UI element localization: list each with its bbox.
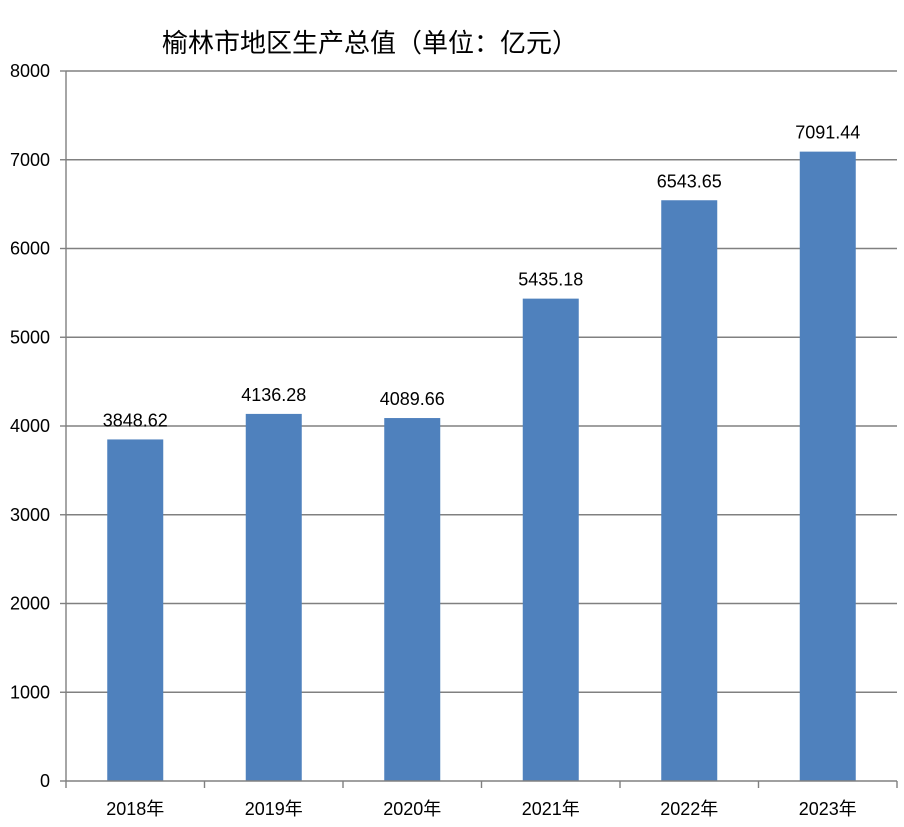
chart-title: 榆林市地区生产总值（单位：亿元） — [162, 29, 578, 59]
gridlines — [66, 70, 897, 693]
x-tick-label-2019年: 2019年 — [245, 799, 303, 819]
y-tick-label-0: 0 — [40, 771, 50, 791]
x-tick-label-2023年: 2023年 — [799, 799, 857, 819]
x-tick-label-2018年: 2018年 — [106, 799, 164, 819]
y-tick-label-5000: 5000 — [10, 327, 50, 347]
bar-2023年 — [799, 151, 856, 781]
y-tick-label-6000: 6000 — [10, 239, 50, 259]
y-tick-label-4000: 4000 — [10, 416, 50, 436]
bars — [107, 151, 856, 781]
data-label-2020年: 4089.66 — [380, 389, 445, 409]
bar-2019年 — [245, 413, 302, 781]
bar-2020年 — [384, 418, 441, 781]
x-tick-label-2020年: 2020年 — [383, 799, 441, 819]
data-label-2022年: 6543.65 — [657, 171, 722, 191]
y-tick-label-2000: 2000 — [10, 594, 50, 614]
x-tick-label-2021年: 2021年 — [522, 799, 580, 819]
y-tick-label-8000: 8000 — [10, 61, 50, 81]
x-tick-label-2022年: 2022年 — [660, 799, 718, 819]
data-labels: 3848.62 4136.28 4089.66 5435.18 6543.65 7091.… — [103, 123, 861, 431]
y-tick-label-1000: 1000 — [10, 682, 50, 702]
bar-2021年 — [522, 298, 579, 781]
bar-2022年 — [661, 200, 718, 781]
data-label-2021年: 5435.18 — [518, 270, 583, 290]
y-tick-label-7000: 7000 — [10, 150, 50, 170]
data-label-2019年: 4136.28 — [241, 385, 306, 405]
y-axis-ticks: 0 1000 2000 3000 4000 5000 6000 7000 8000 — [10, 61, 50, 791]
x-axis-ticks: 2018年 2019年 2020年 2021年 2022年 2023年 — [106, 799, 857, 819]
y-tick-label-3000: 3000 — [10, 505, 50, 525]
data-label-2023年: 7091.44 — [795, 123, 860, 143]
axes — [60, 70, 898, 788]
bar-2018年 — [107, 439, 164, 781]
data-label-2018年: 3848.62 — [103, 410, 168, 430]
